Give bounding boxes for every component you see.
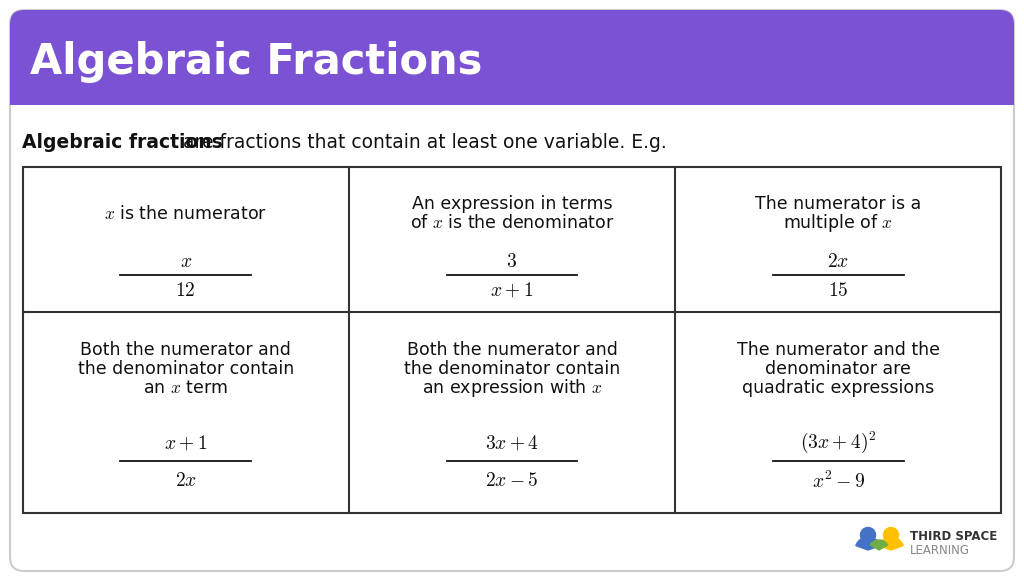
Text: $x$ is the numerator: $x$ is the numerator (104, 205, 267, 223)
Text: THIRD SPACE: THIRD SPACE (910, 530, 997, 543)
Bar (23, 167, 1001, 513)
Text: $2x$: $2x$ (827, 252, 849, 271)
Text: $12$: $12$ (175, 281, 196, 300)
Wedge shape (870, 540, 888, 550)
Text: denominator are: denominator are (765, 360, 911, 378)
Circle shape (884, 528, 898, 543)
Text: an $x$ term: an $x$ term (143, 378, 228, 396)
Text: $15$: $15$ (828, 281, 849, 300)
Text: Algebraic Fractions: Algebraic Fractions (30, 41, 482, 83)
Text: $3x+4$: $3x+4$ (485, 433, 539, 452)
Text: The numerator is a: The numerator is a (755, 195, 922, 213)
Text: the denominator contain: the denominator contain (78, 360, 294, 378)
FancyBboxPatch shape (10, 10, 1014, 571)
Text: Algebraic fractions: Algebraic fractions (22, 134, 223, 152)
Text: $x+1$: $x+1$ (490, 281, 534, 300)
Text: $2x$: $2x$ (175, 471, 197, 490)
FancyBboxPatch shape (10, 10, 1014, 105)
Text: $(3x+4)^2$: $(3x+4)^2$ (800, 430, 877, 456)
Bar (23, 167, 1001, 513)
Text: LEARNING: LEARNING (910, 543, 970, 557)
Text: the denominator contain: the denominator contain (403, 360, 621, 378)
Text: are fractions that contain at least one variable. E.g.: are fractions that contain at least one … (177, 134, 667, 152)
Text: $x$: $x$ (179, 252, 191, 271)
Text: of $x$ is the denominator: of $x$ is the denominator (410, 214, 614, 232)
Text: $3$: $3$ (507, 252, 517, 271)
Text: $2x-5$: $2x-5$ (485, 471, 539, 490)
Text: $x+1$: $x+1$ (164, 433, 207, 452)
Text: $x^2-9$: $x^2-9$ (812, 470, 865, 492)
Text: An expression in terms: An expression in terms (412, 195, 612, 213)
Wedge shape (879, 537, 903, 550)
Wedge shape (856, 537, 881, 550)
Text: quadratic expressions: quadratic expressions (742, 378, 935, 396)
Text: The numerator and the: The numerator and the (737, 340, 940, 358)
Text: an expression with $x$: an expression with $x$ (422, 376, 602, 399)
Bar (10, 85, 1014, 105)
Text: Both the numerator and: Both the numerator and (407, 340, 617, 358)
Circle shape (860, 528, 876, 543)
Text: Algebraic fractions are fractions that contain at least one variable. E.g.: Algebraic fractions are fractions that c… (22, 134, 687, 152)
Text: Both the numerator and: Both the numerator and (80, 340, 291, 358)
Text: multiple of $x$: multiple of $x$ (783, 212, 893, 234)
